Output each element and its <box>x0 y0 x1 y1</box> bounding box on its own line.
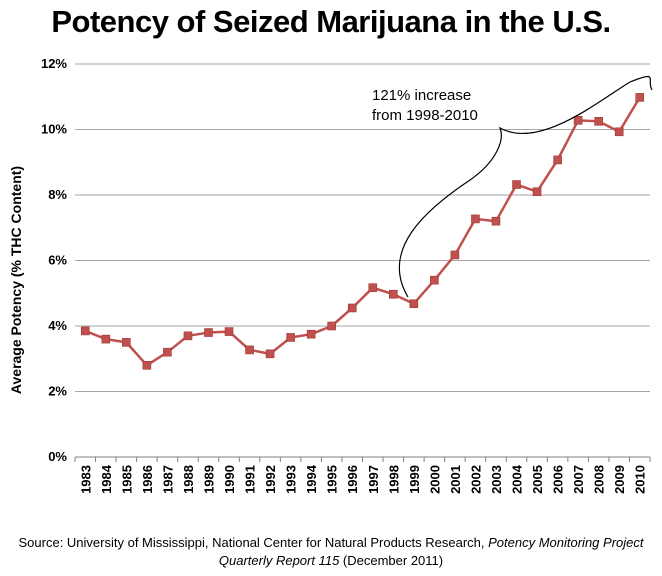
grid <box>75 63 650 392</box>
data-point <box>122 338 131 347</box>
data-point <box>347 303 357 313</box>
data-point <box>224 327 234 336</box>
y-tick-label: 12% <box>41 56 67 71</box>
x-tick-label: 2004 <box>510 464 525 494</box>
y-tick-label: 4% <box>48 318 67 333</box>
x-tick-label: 1998 <box>386 465 401 494</box>
x-tick-label: 2008 <box>592 465 607 494</box>
x-tick-label: 1995 <box>325 465 340 494</box>
data-point <box>306 329 316 339</box>
data-point <box>553 155 562 165</box>
x-axis <box>74 456 651 462</box>
data-point <box>163 347 172 357</box>
x-tick-label: 1988 <box>181 465 196 494</box>
data-point <box>327 321 336 331</box>
annotation-line-1: 121% increase <box>372 87 471 104</box>
data-point <box>80 326 90 336</box>
data-point <box>573 116 583 125</box>
x-tick-label: 2010 <box>633 465 648 494</box>
data-point <box>614 127 624 137</box>
data-point <box>471 214 480 224</box>
y-tick-label: 8% <box>48 187 67 202</box>
source-suffix: (December 2011) <box>339 553 444 568</box>
x-tick-label: 2006 <box>551 465 566 494</box>
annotation-bracket <box>398 76 653 298</box>
x-tick-label: 1992 <box>263 465 278 494</box>
x-tick-label: 1999 <box>407 465 422 494</box>
data-point <box>368 283 378 292</box>
data-point <box>142 360 152 370</box>
x-tick-label: 1991 <box>243 465 258 494</box>
source-report-title: Potency Monitoring Project Quarterly Rep… <box>218 535 644 568</box>
data-point <box>594 117 603 126</box>
source-prefix: Source: University of Mississippi, Natio… <box>18 535 489 550</box>
x-tick-label: 2000 <box>427 465 442 494</box>
data-point <box>450 250 460 260</box>
y-tick-label: 0% <box>48 449 67 464</box>
x-tick-label: 2001 <box>448 465 463 494</box>
x-tick-label: 1990 <box>222 465 237 494</box>
annotation: 121% increase from 1998-2010 <box>372 76 653 298</box>
x-tick-label: 2005 <box>530 465 545 494</box>
data-point <box>204 328 213 337</box>
y-axis-label: Average Potency (% THC Content) <box>8 166 24 394</box>
data-point <box>101 334 111 344</box>
data-point <box>409 299 419 309</box>
data-point <box>512 180 521 189</box>
data-point <box>635 93 645 102</box>
y-tick-label: 6% <box>48 253 67 268</box>
x-tick-label: 2002 <box>468 465 483 494</box>
x-tick-label: 1993 <box>284 465 299 494</box>
data-point <box>491 216 501 226</box>
y-tick-label: 2% <box>48 384 67 399</box>
data-point <box>430 275 439 285</box>
x-tick-label: 1985 <box>119 465 134 494</box>
x-tick-label: 2003 <box>489 465 504 494</box>
source-note: Source: University of Mississippi, Natio… <box>0 534 662 570</box>
x-tick-label: 1984 <box>99 464 114 494</box>
data-point <box>265 349 275 359</box>
annotation-line-2: from 1998-2010 <box>372 107 478 124</box>
x-tick-label: 1994 <box>304 464 319 494</box>
data-point <box>389 289 398 299</box>
data-point <box>286 333 295 342</box>
series-group <box>80 93 645 370</box>
data-point <box>532 187 542 197</box>
x-tick-label: 2007 <box>571 465 586 494</box>
series-line <box>84 96 641 367</box>
data-point <box>245 345 254 355</box>
x-tick-label: 1983 <box>78 465 93 494</box>
y-tick-labels: 0% 2% 4% 6% 8% 10% 12% <box>41 56 67 464</box>
x-tick-label: 2009 <box>612 465 627 494</box>
x-tick-label: 1997 <box>366 465 381 494</box>
y-tick-label: 10% <box>41 122 67 137</box>
x-tick-label: 1996 <box>345 465 360 494</box>
chart-title: Potency of Seized Marijuana in the U.S. <box>51 4 611 39</box>
x-tick-label: 1987 <box>160 465 175 494</box>
data-point <box>183 331 193 341</box>
x-tick-label: 1986 <box>140 465 155 494</box>
x-tick-labels: 1983 1984 1985 1986 1987 1988 1989 1990 1991 1992… <box>78 464 647 494</box>
x-tick-label: 1989 <box>201 465 216 494</box>
